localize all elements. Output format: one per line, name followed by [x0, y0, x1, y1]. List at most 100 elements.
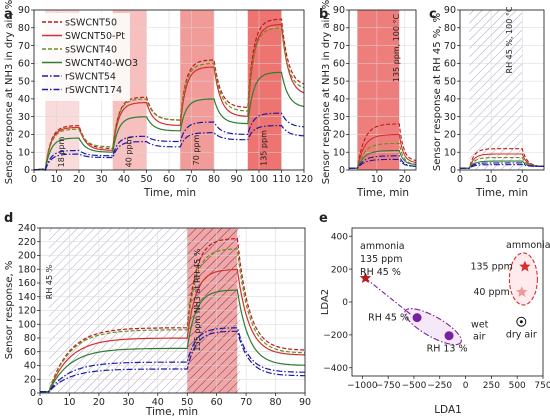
E-ytick-label-200: 200: [331, 265, 348, 275]
A-xtick-label-50: 50: [140, 174, 152, 185]
panel-d-ylabel: Sensor response, %: [4, 261, 15, 360]
panel-a-series-line-5: [33, 125, 304, 171]
panel-a-chart: 18 ppm 40 ppm 70 ppm 135 ppm 0 10 20 30 40 50 60 7…: [4, 0, 313, 199]
panel-e-label-135ppm: 135 ppm: [470, 262, 512, 273]
panel-a-band-label-1: 40 ppm: [125, 136, 134, 167]
B-ytick-label-20: 20: [333, 130, 345, 141]
C-ytick-label-0: 0: [450, 165, 456, 176]
panel-a-legend-label-1: SWCNT50-Pt: [65, 31, 125, 42]
C-xtick-label-20: 20: [516, 174, 528, 185]
panel-e-label-air: air: [473, 332, 485, 343]
E-xtick-label-500: 500: [509, 381, 526, 391]
panel-a-series-line-2: [33, 27, 305, 171]
D-ytick-label-0: 0: [30, 388, 36, 399]
panel-d-series-line-1: [40, 268, 305, 393]
A-xtick-label-120: 120: [295, 174, 313, 185]
D-ytick-label-20: 20: [24, 374, 36, 385]
panel-e-point-0: [359, 272, 372, 283]
panel-c-frame: [459, 9, 545, 171]
panel-b-xlabel: Time, min: [356, 187, 409, 199]
panel-b-series-line-0: [349, 123, 417, 169]
B-ytick-label-60: 60: [333, 59, 345, 70]
E-xtick-label-750: 750: [534, 381, 550, 391]
panel-letter-c: c: [429, 7, 437, 22]
A-xtick-label-0: 0: [31, 174, 37, 185]
panel-b-series-line-4: [349, 155, 416, 169]
panel-d-nh3-label: 135 ppm NH3 at RH 45 %: [193, 248, 202, 351]
panel-d-series-line-4: [40, 327, 305, 393]
A-xtick-label-10: 10: [50, 174, 62, 185]
panel-e-point-2: [444, 331, 454, 341]
D-ytick-label-80: 80: [24, 333, 36, 344]
E-xtick-label--1000: −1000: [347, 381, 378, 391]
D-xtick-label-50: 50: [181, 397, 193, 408]
panel-e-label-40ppm: 40 ppm: [473, 287, 509, 298]
A-xtick-label-30: 30: [95, 174, 107, 185]
panel-e-xlabel: LDA1: [434, 404, 462, 416]
C-ytick-label-20: 20: [444, 130, 456, 141]
panel-d-chart: 0 10 20 30 40 50 60 70 80 90 0 20 40 60 80 100 120 140 160…: [4, 223, 311, 418]
B-ytick-label-50: 50: [333, 76, 345, 87]
C-ytick-label-60: 60: [444, 59, 456, 70]
A-xtick-label-20: 20: [73, 174, 85, 185]
panel-e-label-rh13: RH 13 %: [427, 344, 468, 355]
C-ytick-label-70: 70: [444, 41, 456, 52]
panel-e-label-dry-air: dry air: [506, 330, 537, 341]
panel-c-chart: 0 10 20 0 10 20 30 40 50 60 70 80 90 RH 45 %, 100 °C…: [432, 5, 545, 199]
panel-e-label-ammonia-top: ammonia: [360, 241, 405, 252]
panel-d-series-line-5: [40, 330, 305, 393]
A-xtick-label-80: 80: [208, 174, 220, 185]
panel-c-band: [469, 10, 523, 170]
D-ytick-label-180: 180: [18, 264, 36, 275]
panel-e-cluster-ammonia: [508, 252, 538, 306]
panel-c-series-line-5: [460, 164, 544, 169]
B-ytick-label-10: 10: [333, 147, 345, 158]
E-xtick-label-250: 250: [483, 381, 500, 391]
panel-a-legend-label-0: sSWCNT50: [65, 18, 117, 29]
panel-e-ylabel: LDA2: [320, 289, 331, 315]
panel-c-xlabel: Time, min: [475, 187, 528, 199]
A-ytick-label-40: 40: [18, 94, 30, 105]
panel-e-connector: [365, 277, 412, 316]
panel-a-series-line-3: [33, 71, 305, 171]
panel-a-ylabel: Sensor response at NH3 in dry air, %: [4, 0, 15, 184]
E-xtick-label-0: 0: [463, 381, 469, 391]
D-ytick-label-140: 140: [18, 292, 36, 303]
C-ytick-label-30: 30: [444, 112, 456, 123]
panel-e-point-3: [519, 260, 531, 272]
D-xtick-label-0: 0: [37, 397, 43, 408]
panel-e-chart: −1000−750 −500 −250 0 250 500 750 −400 −200 0 200 4…: [320, 227, 550, 416]
panel-a-series-line-0: [33, 18, 305, 171]
panel-d-series-line-0: [40, 237, 305, 393]
panel-b-series-line-3: [349, 149, 417, 169]
D-xtick-label-40: 40: [152, 397, 164, 408]
panel-letter-d: d: [4, 211, 13, 226]
E-ytick-label-0: 0: [342, 298, 348, 308]
D-ytick-label-160: 160: [18, 278, 36, 289]
E-xtick-label--250: −250: [427, 381, 452, 391]
A-xtick-label-60: 60: [163, 174, 175, 185]
A-ytick-label-60: 60: [18, 59, 30, 70]
D-xtick-label-20: 20: [93, 397, 105, 408]
A-ytick-label-30: 30: [18, 112, 30, 123]
B-xtick-label-20: 20: [399, 174, 411, 185]
panel-b-series-line-5: [349, 158, 416, 169]
panel-a-xlabel: Time, min: [143, 187, 196, 199]
panel-d-humid-label: RH 45 %: [45, 264, 54, 299]
panel-c-band-label: RH 45 %, 100 °C: [505, 6, 514, 73]
B-ytick-label-30: 30: [333, 112, 345, 123]
B-ytick-label-80: 80: [333, 23, 345, 34]
C-xtick-label-10: 10: [485, 174, 497, 185]
panel-a-band-label-3: 135 ppm: [260, 130, 269, 166]
A-xtick-label-70: 70: [185, 174, 197, 185]
D-ytick-label-200: 200: [18, 251, 36, 262]
A-xtick-label-110: 110: [272, 174, 290, 185]
C-ytick-label-50: 50: [444, 76, 456, 87]
panel-d-xlabel: Time, min: [145, 406, 198, 418]
D-ytick-label-240: 240: [18, 223, 36, 234]
D-ytick-label-100: 100: [18, 319, 36, 330]
C-ytick-label-90: 90: [444, 5, 456, 16]
panel-a-legend-label-5: rSWCNT174: [65, 85, 122, 96]
